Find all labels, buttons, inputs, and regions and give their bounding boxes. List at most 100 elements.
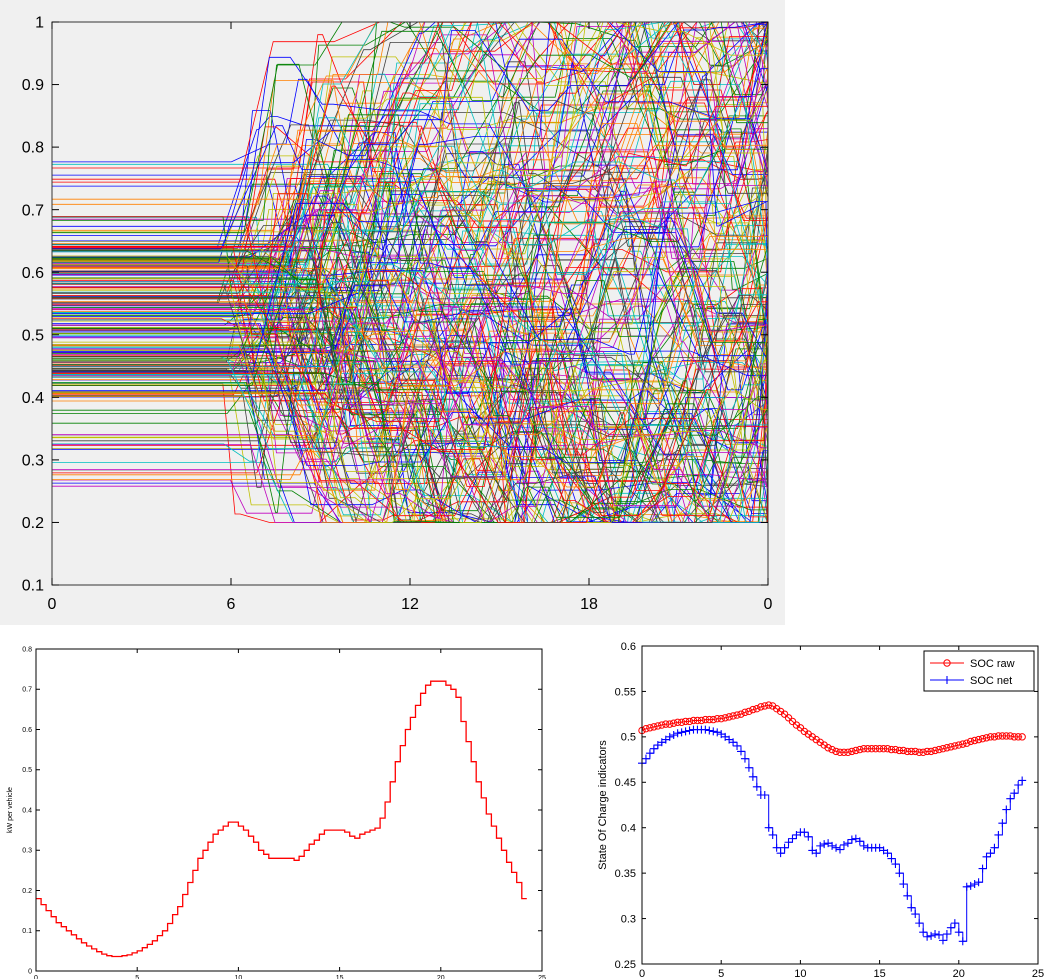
soc-net-marker [709, 727, 718, 736]
y-tick-label: 0.5 [621, 732, 636, 744]
soc-raw-marker [911, 747, 919, 756]
soc-trajectory-line [52, 301, 768, 523]
soc-raw-marker [784, 714, 793, 722]
y-axis-label: kW per vehicle [7, 787, 14, 833]
soc-raw-marker [753, 704, 761, 713]
soc-raw-marker [844, 748, 852, 757]
soc-net-marker [1006, 794, 1015, 803]
soc-trajectory-line [52, 358, 768, 523]
soc-trajectory-line [52, 56, 768, 487]
soc-trajectory-line [52, 297, 768, 518]
y-tick-label: 0.5 [22, 767, 32, 774]
soc-trajectory-line [52, 22, 768, 465]
soc-net-marker [665, 732, 674, 741]
soc-net-marker [800, 828, 809, 837]
soc-net-marker [701, 725, 710, 734]
y-tick-label: 0.8 [22, 646, 32, 653]
soc-net-marker [641, 754, 650, 763]
soc-raw-marker [1002, 732, 1011, 740]
soc-raw-marker [832, 747, 840, 756]
soc-net-marker [1014, 781, 1023, 790]
legend-marker-plus [943, 676, 951, 684]
soc-raw-marker [982, 734, 991, 742]
soc-raw-marker [899, 746, 908, 755]
soc-raw-marker [848, 747, 856, 756]
soc-net-marker [859, 841, 868, 850]
soc-trajectory-line [52, 23, 768, 494]
soc-net-marker [883, 849, 892, 858]
y-tick-label: 0.6 [22, 727, 32, 734]
soc-trajectory-line [52, 370, 768, 523]
soc-trajectory-line [52, 257, 768, 518]
soc-raw-marker [697, 716, 706, 725]
soc-net-marker [998, 819, 1007, 828]
y-tick-label: 0.1 [22, 928, 32, 935]
soc-net-marker [828, 841, 837, 850]
soc-net-marker [887, 854, 896, 863]
soc-trajectory-line [52, 22, 768, 464]
soc-trajectory-line [52, 76, 768, 464]
soc-trajectory-line [52, 214, 768, 505]
soc-raw-marker [650, 723, 658, 731]
soc-raw-marker [677, 718, 686, 727]
soc-trajectory-line [52, 22, 768, 487]
soc-net-marker [645, 749, 654, 758]
soc-raw-marker [943, 744, 951, 752]
soc-net-marker [974, 878, 983, 887]
soc-net-marker [816, 841, 825, 850]
soc-trajectory-line [52, 191, 768, 523]
soc-net-marker [954, 928, 963, 937]
soc-raw-marker [970, 736, 979, 745]
y-tick-label: 0.55 [615, 686, 636, 698]
soc-trajectory-line [52, 247, 768, 523]
soc-trajectory-line [52, 283, 768, 523]
soc-raw-marker [998, 732, 1007, 740]
soc-raw-marker [883, 744, 892, 753]
soc-net-marker [677, 728, 686, 737]
soc-net-marker [843, 839, 852, 848]
soc-net-marker [669, 731, 678, 740]
soc-net-marker [784, 838, 793, 847]
plot-frame [641, 645, 1039, 965]
soc-trajectory-line [52, 22, 768, 511]
soc-raw-marker [681, 717, 690, 726]
soc-net-marker [820, 840, 829, 849]
soc-net-marker [994, 830, 1003, 839]
soc-trajectory-line [52, 307, 768, 523]
soc-trajectory-line [52, 263, 768, 523]
soc-raw-marker [765, 701, 773, 709]
y-axis-label: State Of Charge indicators [597, 740, 609, 870]
soc-trajectory-line [52, 22, 768, 490]
soc-net-marker [982, 852, 991, 861]
soc-trajectory-line [52, 214, 768, 518]
soc-raw-marker [903, 747, 912, 756]
x-tick-label: 0 [48, 596, 57, 613]
soc-trajectory-line [52, 22, 768, 523]
soc-trajectory-line [52, 38, 768, 515]
soc-raw-marker [737, 710, 745, 718]
soc-net-marker [895, 869, 904, 878]
soc-net-marker [733, 741, 742, 750]
soc-net-marker [729, 738, 738, 747]
soc-net-marker [962, 882, 971, 891]
y-tick-label: 0.9 [22, 77, 44, 94]
x-tick-label: 15 [873, 968, 885, 979]
soc-raw-marker [1018, 733, 1026, 741]
x-tick-label: 0 [764, 596, 773, 613]
soc-net-marker [673, 729, 682, 738]
y-tick-label: 0.8 [22, 140, 44, 157]
soc-trajectory-line [52, 182, 768, 519]
soc-raw-marker [662, 720, 670, 728]
soc-trajectory-line [52, 236, 768, 488]
soc-raw-marker [761, 702, 769, 710]
soc-net-marker [855, 837, 864, 846]
soc-raw-marker [741, 708, 749, 717]
soc-raw-marker [895, 746, 904, 755]
soc-net-marker [978, 864, 987, 873]
x-tick-label: 25 [1032, 968, 1044, 979]
soc-trajectory-line [52, 22, 768, 474]
y-tick-label: 0.7 [22, 202, 44, 219]
soc-trajectory-line [52, 178, 768, 490]
y-tick-label: 0.4 [22, 390, 44, 407]
soc-raw-marker [685, 717, 694, 726]
